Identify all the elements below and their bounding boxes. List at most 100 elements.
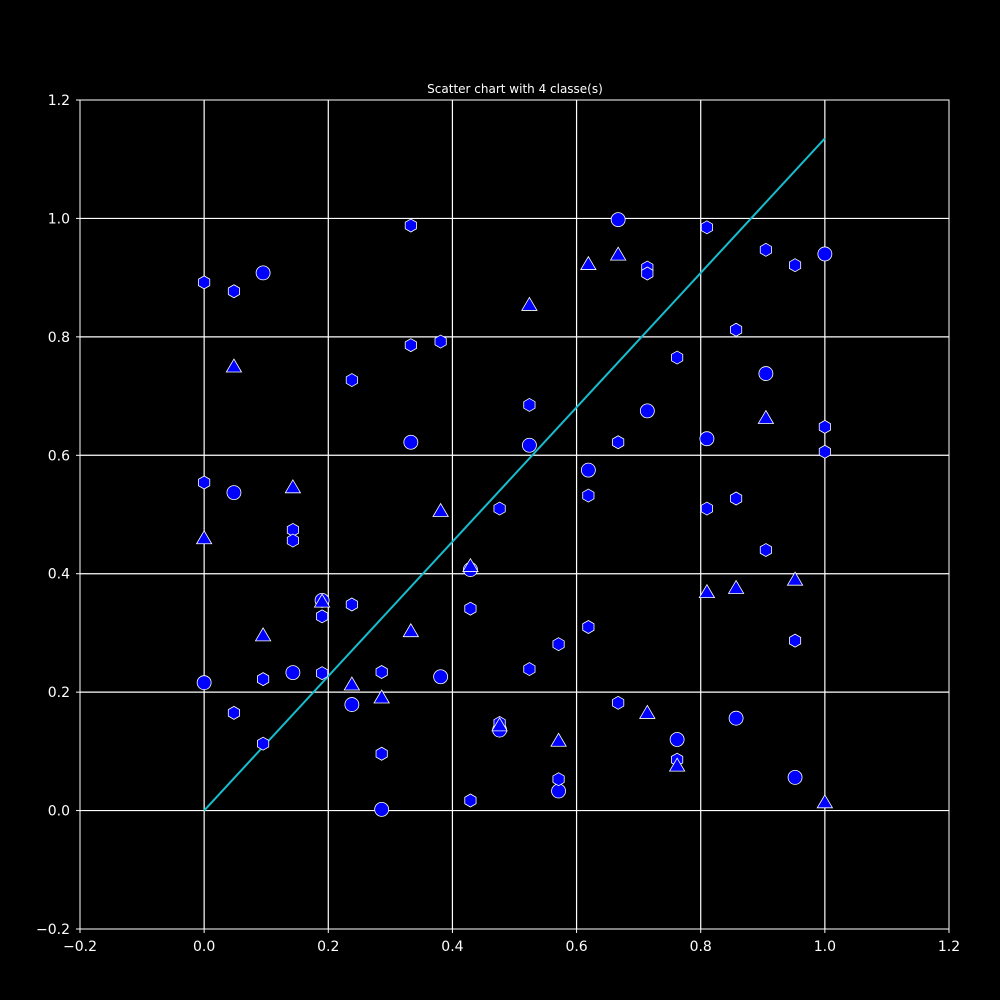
data-point-circle [639, 403, 655, 419]
trend-line [203, 137, 826, 812]
data-point-circle [226, 485, 242, 500]
data-points [195, 212, 834, 817]
data-point-hexagon [818, 444, 831, 459]
data-point-triangle [195, 529, 213, 545]
data-point-triangle [254, 627, 272, 642]
data-point-hexagon [375, 665, 388, 679]
data-point-hexagon [316, 609, 329, 624]
data-point-triangle [402, 622, 420, 638]
data-point-hexagon [612, 695, 625, 710]
data-point-triangle [550, 732, 567, 747]
chart-title: Scatter chart with 4 classe(s) [427, 82, 603, 96]
x-tick-label: −0.2 [63, 939, 97, 955]
data-point-circle [669, 732, 685, 747]
x-tick-label: 0.2 [317, 939, 339, 955]
data-point-triangle [491, 717, 508, 732]
data-point-hexagon [730, 322, 743, 337]
x-tick-label: 1.0 [814, 939, 836, 955]
x-tick-label: 0.4 [441, 939, 463, 955]
data-point-hexagon [404, 218, 417, 233]
data-point-triangle [816, 794, 834, 809]
data-point-hexagon [552, 637, 565, 652]
data-point-triangle [462, 557, 479, 572]
data-point-hexagon [582, 488, 595, 503]
data-point-hexagon [671, 350, 684, 365]
data-point-hexagon [257, 736, 270, 751]
data-point-hexagon [700, 501, 713, 516]
data-point-circle [728, 710, 744, 726]
x-tick-label: 0.8 [690, 939, 712, 955]
data-point-triangle [521, 296, 538, 311]
data-point-circle [196, 675, 212, 691]
grid-lines [80, 100, 949, 929]
data-point-triangle [580, 255, 597, 270]
y-tick-label: −0.2 [36, 922, 70, 938]
y-tick-label: 0.2 [48, 685, 70, 701]
data-point-triangle [727, 579, 745, 594]
data-point-triangle [313, 593, 331, 608]
axis-tick-labels: −0.2 0.0 0.2 0.4 0.6 0.8 1.0 1.2 −0.2 0.0 0.2 0.4 0.… [36, 93, 960, 955]
y-tick-label: 0.4 [48, 567, 70, 583]
plot-area-frame [79, 99, 950, 930]
data-point-circle [344, 697, 360, 712]
data-point-hexagon [257, 672, 270, 687]
data-point-hexagon [464, 601, 477, 616]
data-point-circle [817, 246, 833, 262]
y-tick-label: 0.8 [48, 330, 70, 346]
data-point-triangle [698, 583, 716, 599]
data-point-hexagon [345, 597, 358, 612]
data-point-circle [787, 770, 803, 785]
data-point-hexagon [227, 705, 240, 720]
y-tick-label: 1.0 [48, 211, 70, 227]
data-point-hexagon [612, 435, 625, 450]
data-point-hexagon [464, 793, 477, 808]
x-tick-label: 0.6 [565, 939, 587, 955]
data-point-triangle [343, 676, 361, 691]
data-point-hexagon [345, 373, 358, 388]
data-point-hexagon [198, 475, 211, 490]
data-point-hexagon [759, 242, 772, 257]
data-point-circle [374, 801, 390, 817]
data-point-triangle [284, 479, 302, 494]
data-point-triangle [639, 704, 656, 719]
data-point-hexagon [316, 666, 329, 681]
x-tick-label: 0.0 [193, 939, 215, 955]
y-tick-label: 1.2 [48, 93, 70, 109]
data-point-hexagon [641, 266, 654, 281]
data-point-hexagon [286, 533, 299, 548]
data-point-circle [433, 669, 449, 685]
data-point-circle [521, 437, 537, 453]
y-tick-label: 0.6 [48, 448, 70, 464]
data-point-hexagon [375, 746, 388, 761]
data-point-circle [699, 431, 715, 447]
data-point-circle [758, 366, 774, 381]
x-tick-label: 1.2 [938, 939, 960, 955]
data-point-hexagon [582, 620, 595, 634]
data-point-circle [580, 462, 596, 478]
data-point-hexagon [789, 258, 802, 273]
data-point-hexagon [227, 284, 240, 299]
data-point-hexagon [523, 662, 536, 677]
data-point-hexagon [404, 338, 417, 353]
data-point-triangle [609, 246, 627, 261]
data-point-triangle [373, 689, 390, 704]
data-point-hexagon [523, 397, 536, 412]
data-point-circle [610, 212, 626, 228]
data-point-hexagon [552, 772, 565, 787]
data-point-triangle [668, 757, 686, 772]
data-point-triangle [786, 571, 804, 586]
data-point-hexagon [493, 501, 506, 516]
data-point-hexagon [700, 220, 713, 235]
trend-line-layer [203, 137, 826, 812]
data-point-triangle [757, 409, 775, 424]
data-point-hexagon [730, 491, 743, 506]
data-point-hexagon [818, 419, 831, 434]
data-point-circle [255, 265, 271, 281]
data-point-circle [403, 434, 419, 450]
data-point-triangle [225, 358, 243, 373]
data-point-hexagon [198, 275, 211, 290]
y-tick-label: 0.0 [48, 804, 70, 820]
data-point-triangle [432, 502, 449, 517]
